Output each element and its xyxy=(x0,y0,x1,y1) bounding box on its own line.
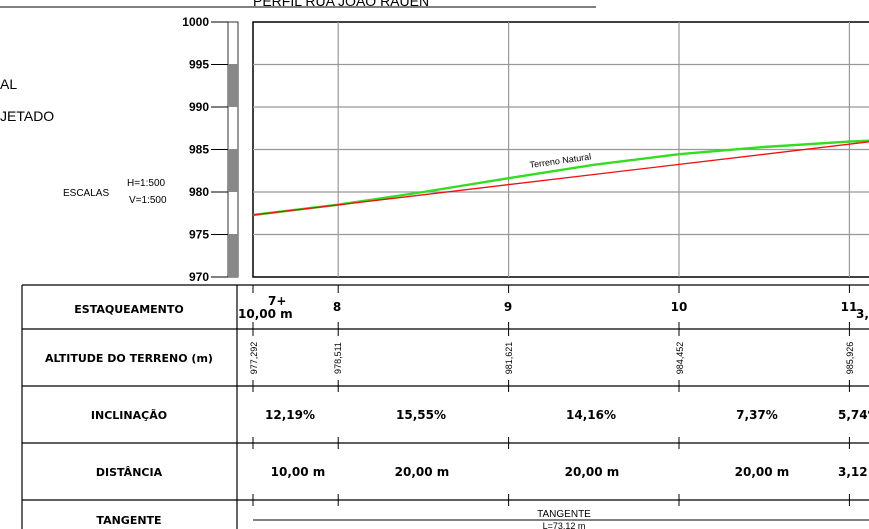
y-tick-label: 975 xyxy=(189,228,209,242)
slope-value: 7,37% xyxy=(736,408,778,422)
slope-value: 14,16% xyxy=(566,408,616,422)
y-tick-label: 985 xyxy=(189,143,209,157)
legend-partial-2: JETADO xyxy=(0,108,54,124)
series-layer xyxy=(252,139,869,217)
slope-value: 15,55% xyxy=(396,408,446,422)
station-label-sub: 10,00 m xyxy=(238,307,293,321)
station-label: 7+ xyxy=(268,294,286,308)
profile-table: ESTAQUEAMENTO ALTITUDE DO TERRENO (m) IN… xyxy=(21,284,869,529)
tangent-length: L=73,12 m xyxy=(543,521,586,529)
table-station-ticks xyxy=(252,285,850,506)
y-tick-label: 1000 xyxy=(182,15,209,29)
grid xyxy=(253,22,869,277)
tangent-label: TANGENTE xyxy=(537,509,591,520)
scale-v: V=1:500 xyxy=(129,195,167,206)
scales-label: ESCALAS xyxy=(63,188,109,199)
row-header-tangente: TANGENTE xyxy=(96,514,161,527)
project-line xyxy=(252,141,869,216)
station-label: 9 xyxy=(504,300,512,314)
distance-value: 10,00 m xyxy=(271,465,326,479)
station-label: 10 xyxy=(671,300,688,314)
station-label: 8 xyxy=(333,300,341,314)
row-header-altitude: ALTITUDE DO TERRENO (m) xyxy=(45,352,213,365)
distance-value: 3,12 xyxy=(838,465,868,479)
vertical-scale-bar xyxy=(227,21,239,278)
row-header-distancia: DISTÂNCIA xyxy=(96,466,163,479)
distance-value: 20,00 m xyxy=(565,465,620,479)
scale-h: H=1:500 xyxy=(127,178,166,189)
altitude-value: 984,452 xyxy=(675,342,685,375)
y-tick-label: 990 xyxy=(189,100,209,114)
altitude-value: 977,292 xyxy=(249,342,259,375)
y-axis: 1000 995 990 985 980 975 970 xyxy=(182,15,228,284)
slope-value: 12,19% xyxy=(265,408,315,422)
y-tick-label: 970 xyxy=(189,270,209,284)
row-header-estaqueamento: ESTAQUEAMENTO xyxy=(74,303,183,316)
y-tick-label: 995 xyxy=(189,58,209,72)
altitude-value: 985,926 xyxy=(845,342,855,375)
row-header-inclinacao: INCLINAÇÃO xyxy=(91,409,167,422)
altitude-value: 981,621 xyxy=(504,342,514,375)
slope-value: 5,74% xyxy=(838,408,869,422)
terrain-line xyxy=(252,139,869,217)
station-label: 11 xyxy=(841,300,858,314)
altitude-value: 978,511 xyxy=(333,342,343,374)
distance-value: 20,00 m xyxy=(735,465,790,479)
legend-partial-1: AL xyxy=(0,76,17,92)
y-tick-label: 980 xyxy=(189,185,209,199)
distance-value: 20,00 m xyxy=(395,465,450,479)
profile-title: PERFIL RUA JOÃO RAUEN xyxy=(253,0,429,9)
station-label-sub: 3, xyxy=(856,307,869,321)
